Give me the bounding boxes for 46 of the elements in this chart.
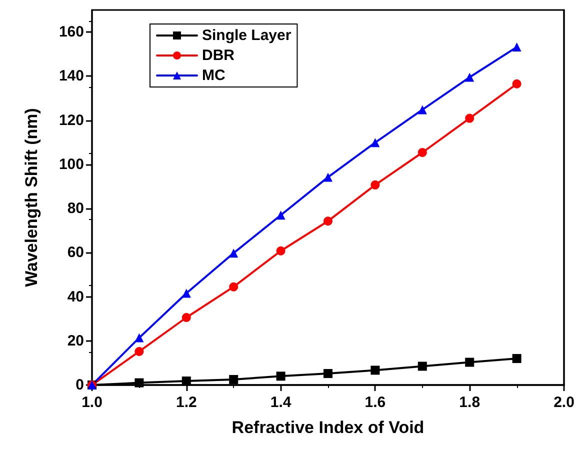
y-tick-label: 60 (67, 244, 84, 262)
point (418, 105, 427, 114)
point (229, 248, 238, 258)
point (324, 369, 332, 378)
point (465, 114, 474, 123)
point (512, 79, 522, 88)
y-tick-label: 100 (58, 156, 84, 173)
point (324, 172, 332, 182)
point (370, 180, 380, 190)
x-tick-label: 1.4 (270, 394, 292, 411)
x-tick-label: 1.6 (364, 394, 386, 411)
y-tick-label: 40 (67, 288, 84, 306)
point (465, 358, 474, 367)
x-tick-label: 1.2 (176, 394, 197, 411)
point (134, 378, 144, 388)
point (182, 288, 191, 298)
y-tick-label: 140 (58, 68, 84, 85)
y-tick-label: 20 (67, 332, 84, 350)
x-axis-title: Refractive Index of Void (232, 418, 424, 437)
point (134, 346, 144, 356)
y-tick-label: 160 (58, 24, 84, 41)
legend-label: DBR (202, 47, 235, 64)
x-tick-label: 2.0 (554, 394, 574, 411)
point (229, 374, 238, 384)
x-tick-label: 1.0 (82, 394, 102, 411)
point (276, 210, 286, 220)
point (370, 138, 380, 148)
point (276, 246, 286, 256)
point (370, 366, 380, 375)
point (324, 216, 332, 226)
point (512, 354, 522, 364)
legend-label: MC (202, 67, 226, 84)
point (134, 333, 144, 342)
point (512, 42, 522, 52)
point (229, 282, 238, 292)
point (418, 148, 427, 157)
point (276, 372, 286, 381)
y-tick-label: 80 (67, 200, 84, 218)
x-tick-label: 1.8 (459, 394, 480, 411)
y-tick-label: 120 (58, 112, 84, 129)
point (418, 362, 427, 371)
point (465, 72, 474, 82)
point (182, 313, 191, 322)
y-tick-label: 0 (76, 376, 84, 394)
legend-label: Single Layer (202, 27, 292, 44)
y-axis-title: Wavelength Shift (nm) (22, 108, 41, 287)
